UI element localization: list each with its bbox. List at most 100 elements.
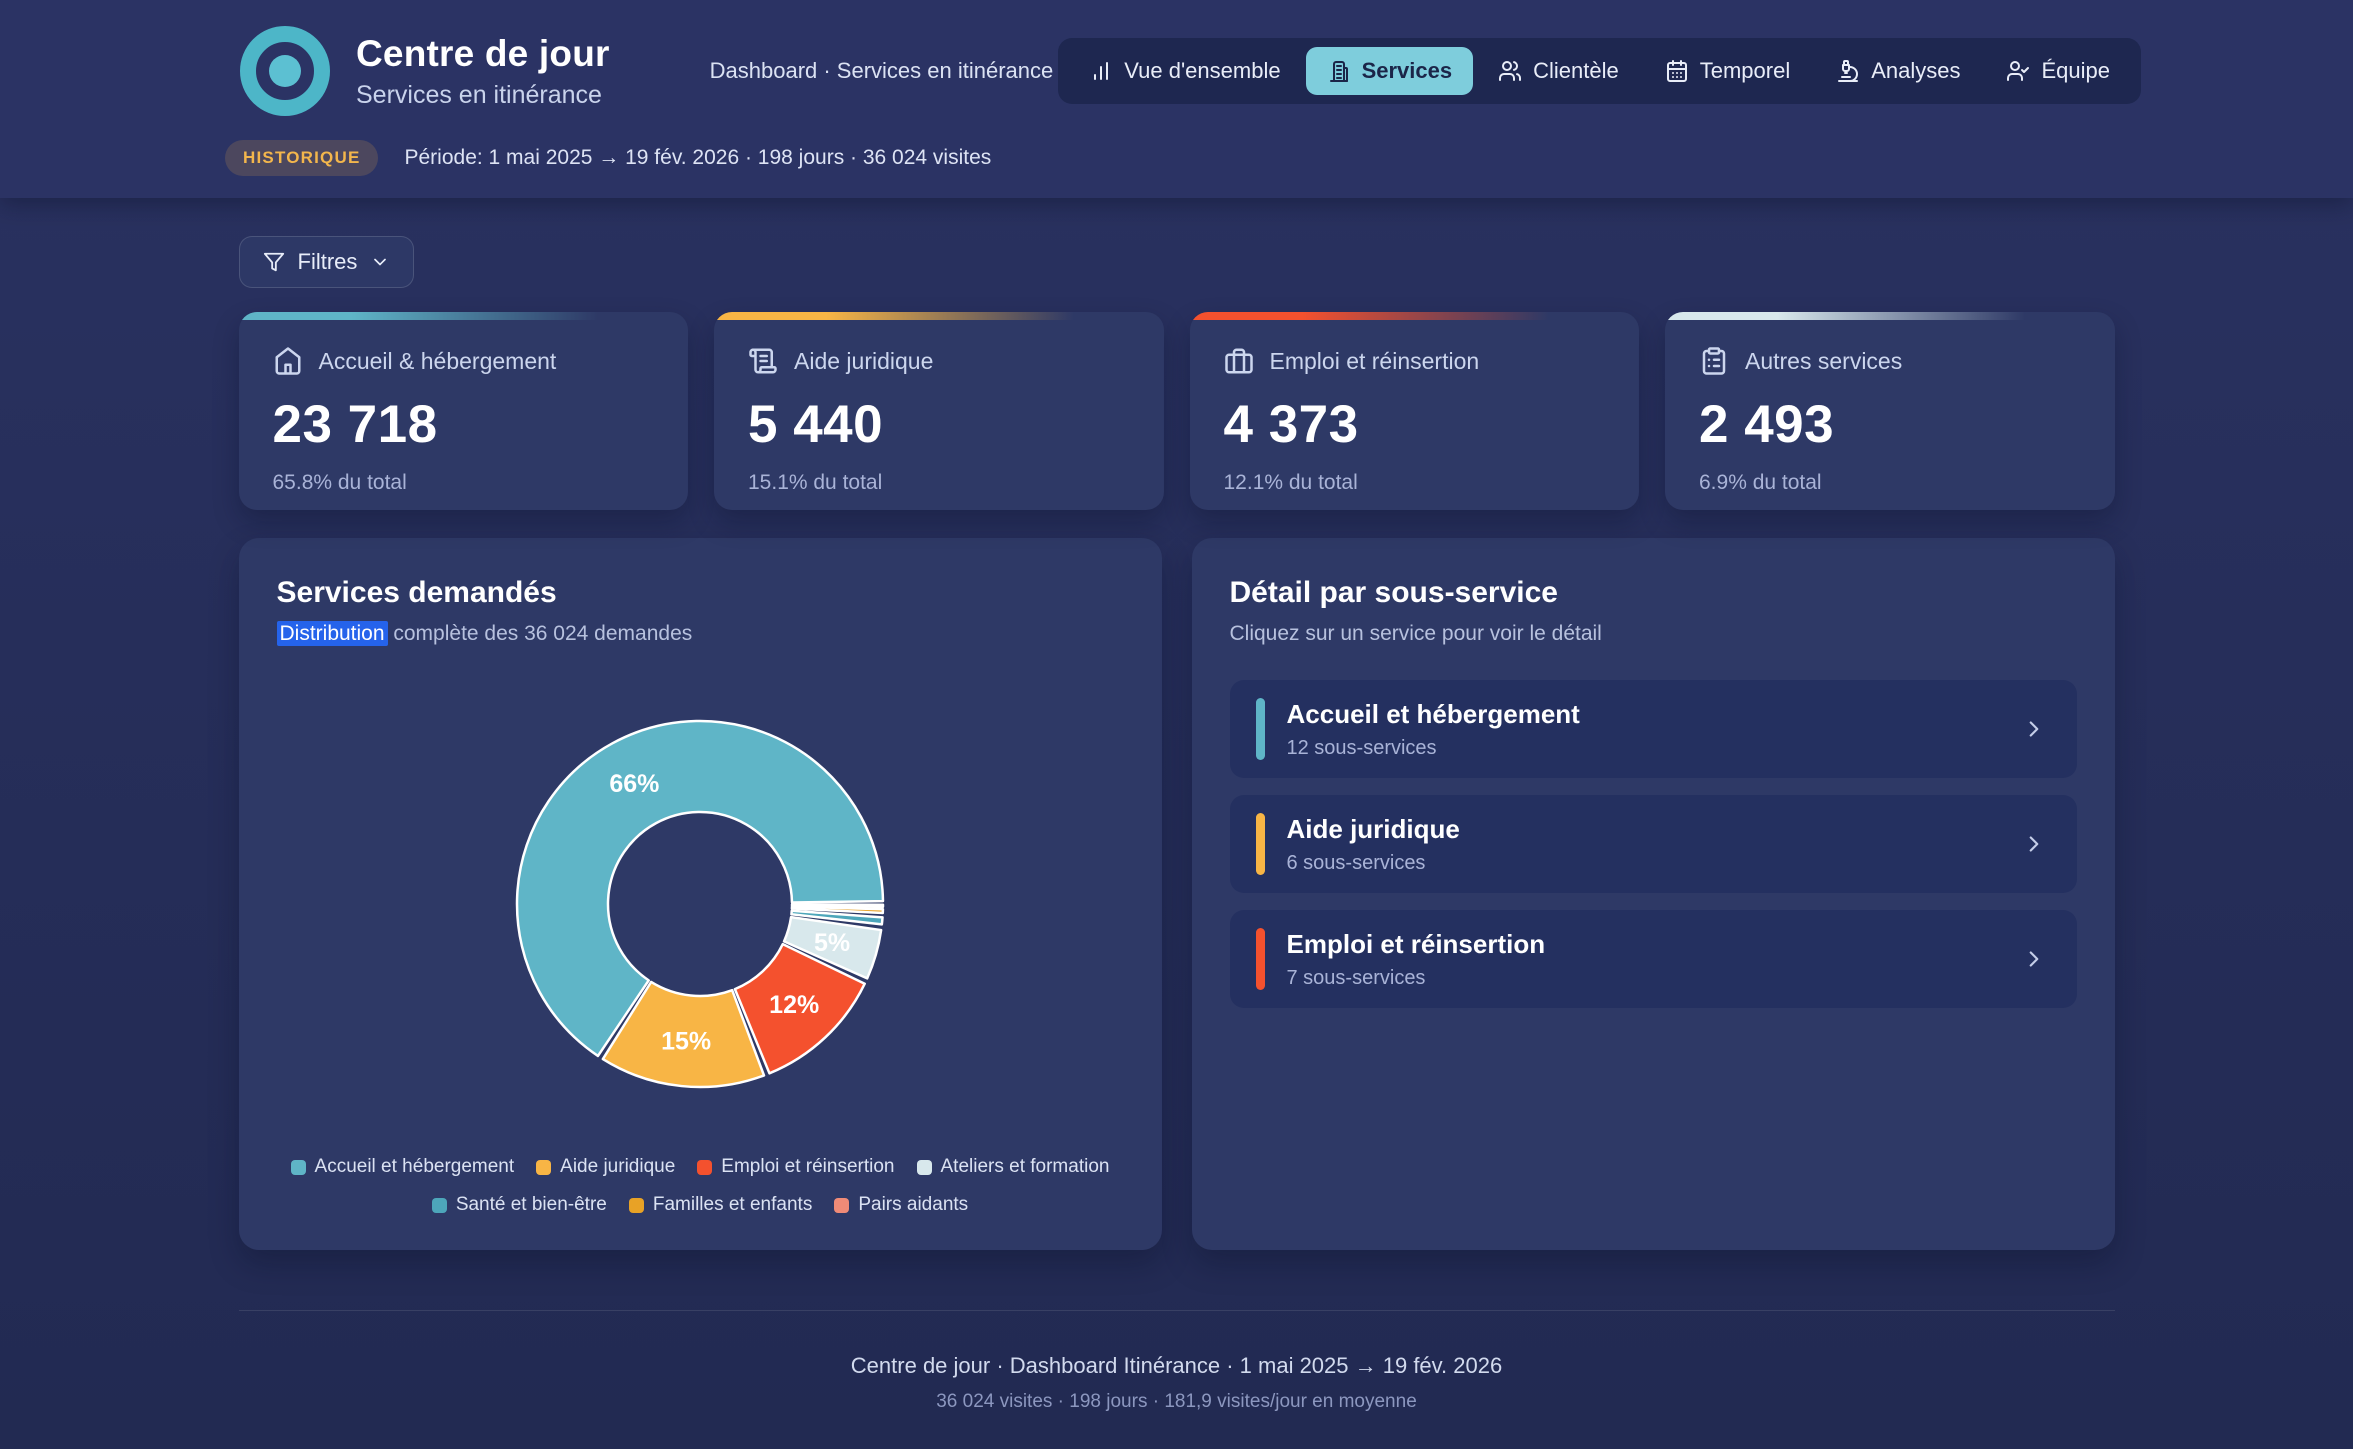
briefcase-icon [1224, 346, 1254, 376]
chevron-right-icon [2021, 946, 2047, 972]
app-footer: Centre de jour · Dashboard Itinérance · … [239, 1311, 2115, 1449]
stat-card-value: 4 373 [1223, 395, 1359, 454]
main-content: Filtres Accueil & hébergement 23 718 65.… [238, 198, 2115, 1449]
service-sublabel: 6 sous-services [1286, 851, 1426, 874]
legend-label: Pairs aidants [858, 1194, 969, 1215]
donut-slice[interactable] [733, 942, 866, 1075]
stat-cards-row: Accueil & hébergement 23 718 65.8% du to… [238, 312, 2115, 510]
legend-item: Pairs aidants [834, 1194, 968, 1216]
donut-slice[interactable] [790, 909, 884, 926]
calendar-icon [1665, 59, 1689, 83]
service-name: Accueil et hébergement [1286, 698, 1580, 729]
donut-slice[interactable] [782, 915, 883, 980]
users-icon [1498, 59, 1522, 83]
service-color-bar [1255, 813, 1265, 875]
legend-label: Santé et bien-être [455, 1194, 607, 1215]
filters-label: Filtres [297, 249, 358, 274]
app-logo-icon [240, 26, 330, 116]
scroll-icon [748, 346, 778, 376]
service-color-bar [1255, 928, 1265, 990]
legend-item: Familles et enfants [628, 1194, 813, 1216]
donut-slice-label: 5% [814, 929, 850, 957]
nav-tab-label: Temporel [1699, 58, 1791, 83]
legend-label: Familles et enfants [652, 1194, 813, 1215]
legend-item: Santé et bien-être [431, 1194, 607, 1216]
home-icon [273, 346, 303, 376]
app-header: Centre de jour Services en itinérance Da… [0, 0, 2353, 198]
stat-card-value: 23 718 [272, 395, 438, 454]
chart-subtitle-rest: complète des 36 024 demandes [387, 622, 693, 645]
donut-chart: 66% 15% 12% 5% [515, 719, 885, 1089]
service-sublabel: 7 sous-services [1286, 966, 1426, 989]
nav-tab-equipe[interactable]: Équipe [1985, 47, 2131, 95]
legend-swatch [290, 1159, 306, 1175]
footer-divider [238, 1310, 2115, 1311]
period-text: Période: 1 mai 2025 → 19 fév. 2026 · 198… [404, 146, 992, 169]
breadcrumb: Dashboard · Services en itinérance [709, 58, 1054, 83]
footer-line1: Centre de jour · Dashboard Itinérance · … [850, 1353, 1503, 1378]
chevron-right-icon [2021, 716, 2047, 742]
nav-tab-clientele[interactable]: Clientèle [1477, 47, 1640, 95]
legend-swatch [536, 1159, 552, 1175]
stat-card-value: 5 440 [748, 395, 884, 454]
chart-subtitle-highlight: Distribution [276, 621, 388, 646]
stat-card-accueil: Accueil & hébergement 23 718 65.8% du to… [238, 312, 688, 510]
service-name: Emploi et réinsertion [1286, 928, 1546, 959]
app-title: Centre de jour [356, 32, 610, 74]
nav-tab-vue-densemble[interactable]: Vue d'ensemble [1068, 47, 1301, 95]
stat-card-label: Aide juridique [794, 347, 934, 374]
service-row-emploi[interactable]: Emploi et réinsertion 7 sous-services [1229, 910, 2077, 1008]
legend-swatch [834, 1197, 850, 1213]
service-list: Accueil et hébergement 12 sous-services … [1229, 680, 2077, 1008]
legend-swatch [628, 1197, 644, 1213]
service-row-aide-juridique[interactable]: Aide juridique 6 sous-services [1229, 795, 2077, 893]
card-accent-bar [1189, 312, 1639, 320]
legend-swatch [431, 1197, 447, 1213]
user-check-icon [2006, 59, 2030, 83]
service-name: Aide juridique [1286, 813, 1460, 844]
chevron-right-icon [2021, 831, 2047, 857]
legend-swatch [916, 1159, 932, 1175]
chart-title: Services demandés [276, 576, 557, 609]
filters-button[interactable]: Filtres [238, 236, 415, 288]
main-nav: Vue d'ensemble Services Clientèle [1058, 38, 2141, 104]
nav-tab-temporel[interactable]: Temporel [1644, 47, 1811, 95]
nav-tab-label: Vue d'ensemble [1124, 58, 1281, 83]
legend-label: Accueil et hébergement [314, 1156, 515, 1177]
service-row-accueil[interactable]: Accueil et hébergement 12 sous-services [1229, 680, 2077, 778]
stat-card-label: Emploi et réinsertion [1269, 347, 1480, 374]
stat-card-share: 6.9% du total [1699, 471, 1822, 494]
legend-item: Emploi et réinsertion [697, 1156, 895, 1178]
legend-label: Ateliers et formation [940, 1156, 1110, 1177]
stat-card-autres: Autres services 2 493 6.9% du total [1665, 312, 2115, 510]
nav-tab-analyses[interactable]: Analyses [1815, 47, 1981, 95]
nav-tab-services[interactable]: Services [1305, 47, 1474, 95]
nav-tab-label: Services [1361, 58, 1453, 83]
donut-slice[interactable] [790, 903, 885, 909]
stat-card-share: 12.1% du total [1223, 471, 1358, 494]
legend-item: Ateliers et formation [916, 1156, 1110, 1178]
nav-tab-label: Analyses [1871, 58, 1961, 83]
services-chart-panel: Services demandés Distribution complète … [238, 538, 1162, 1250]
stat-card-aide-juridique: Aide juridique 5 440 15.1% du total [714, 312, 1164, 510]
nav-tab-label: Équipe [2041, 58, 2110, 83]
legend-item: Accueil et hébergement [290, 1156, 515, 1178]
donut-slice-label: 66% [609, 770, 659, 798]
nav-tab-label: Clientèle [1533, 58, 1619, 83]
service-sublabel: 12 sous-services [1286, 736, 1437, 759]
clipboard-icon [1699, 346, 1729, 376]
chart-legend: Accueil et hébergement Aide juridique Em… [285, 1156, 1115, 1216]
donut-slice[interactable] [515, 719, 885, 1058]
stat-card-value: 2 493 [1699, 395, 1835, 454]
chevron-down-icon [370, 252, 390, 272]
stat-card-emploi: Emploi et réinsertion 4 373 12.1% du tot… [1189, 312, 1639, 510]
service-color-bar [1255, 698, 1265, 760]
detail-panel: Détail par sous-service Cliquez sur un s… [1191, 538, 2115, 1250]
legend-swatch [697, 1159, 713, 1175]
stat-card-share: 15.1% du total [748, 471, 883, 494]
stat-card-label: Accueil & hébergement [318, 347, 557, 374]
footer-line2: 36 024 visites · 198 jours · 181,9 visit… [936, 1391, 1417, 1412]
detail-panel-subtitle: Cliquez sur un service pour voir le déta… [1229, 622, 1602, 645]
donut-slice[interactable] [601, 980, 766, 1089]
